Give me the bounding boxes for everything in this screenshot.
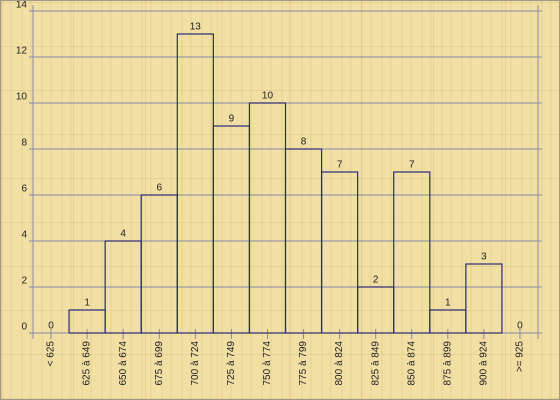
y-tick-label: 2	[21, 276, 27, 287]
x-tick-label: 900 à 924	[479, 341, 490, 386]
bar	[140, 194, 178, 334]
bar	[320, 171, 359, 334]
data-label: 4	[120, 229, 126, 240]
x-tick-label: 775 à 799	[298, 341, 309, 386]
x-tick-label: 650 à 674	[118, 341, 129, 386]
bar	[212, 125, 251, 334]
y-tick-label: 8	[21, 138, 27, 149]
y-tick-label: 12	[16, 46, 28, 57]
bar	[465, 263, 503, 334]
data-label: 2	[373, 275, 379, 286]
bar	[176, 33, 214, 334]
data-label: 1	[445, 298, 451, 309]
bar	[357, 286, 395, 334]
y-tick-label: 0	[21, 322, 27, 333]
x-tick-label: >= 925	[515, 341, 526, 373]
data-label: 6	[156, 183, 162, 194]
x-tick-label: 700 à 724	[190, 341, 201, 386]
x-tick-label: 675 à 699	[154, 341, 165, 386]
data-label: 8	[301, 137, 307, 148]
x-tick-label: 725 à 749	[226, 341, 237, 386]
data-label: 7	[409, 160, 415, 171]
data-label: 7	[337, 160, 343, 171]
data-label: 13	[190, 22, 202, 33]
y-tick-label: 6	[21, 184, 27, 195]
y-tick-label: 10	[16, 92, 28, 103]
x-tick-label: < 625	[46, 341, 57, 367]
x-tick-label: 850 à 874	[406, 341, 417, 386]
y-tick-label: 4	[21, 230, 27, 241]
data-label: 1	[84, 298, 90, 309]
x-tick-label: 625 à 649	[82, 341, 93, 386]
data-label: 3	[481, 252, 487, 263]
data-label: 0	[48, 321, 54, 332]
data-label: 9	[229, 114, 235, 125]
x-tick-label: 800 à 824	[334, 341, 345, 386]
data-label: 0	[517, 321, 523, 332]
x-tick-label: 875 à 899	[442, 341, 453, 386]
y-tick-label: 14	[16, 1, 28, 11]
bar	[248, 102, 287, 334]
x-tick-label: 825 à 849	[370, 341, 381, 386]
bar	[393, 171, 431, 334]
data-label: 10	[262, 91, 274, 102]
x-tick-label: 750 à 774	[262, 341, 273, 386]
